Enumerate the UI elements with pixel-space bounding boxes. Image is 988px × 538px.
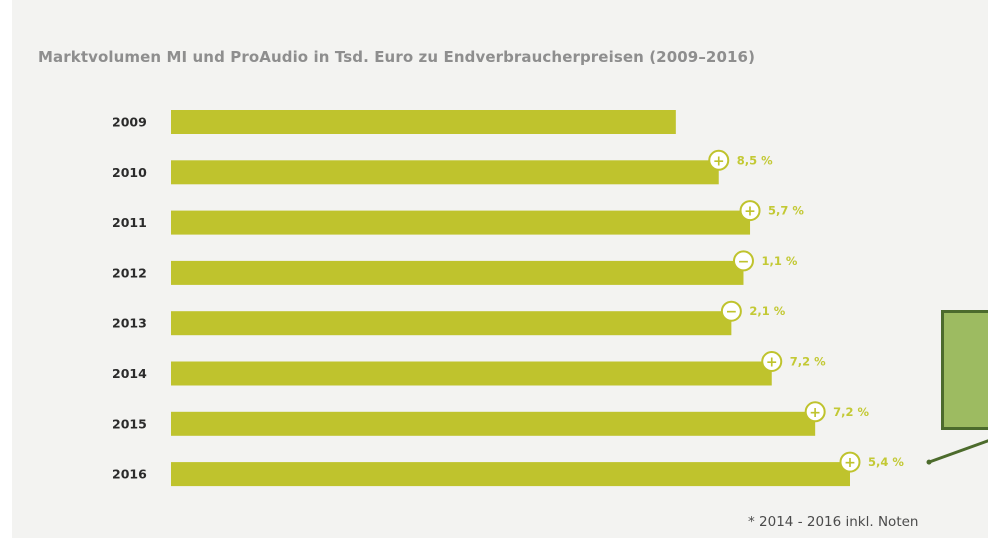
year-label-2014: 2014 [112,366,147,381]
change-label-2012: 1,1 % [761,254,797,268]
change-badge-2013 [720,300,742,322]
change-badge-2015 [804,401,826,423]
bar-2016 [171,462,850,487]
change-badge-2016 [839,451,861,473]
bar-2015 [171,411,816,436]
change-sign-2014: + [766,355,778,371]
change-label-2010: 8,5 % [737,153,773,167]
year-label-2011: 2011 [112,215,147,230]
callout-pointer [928,439,988,464]
change-label-2014: 7,2 % [790,355,826,369]
change-label-2013: 2,1 % [749,304,785,318]
bar-2009 [171,110,676,134]
change-sign-2011: + [744,204,756,220]
year-label-2013: 2013 [112,316,147,331]
callout-box [941,310,988,430]
change-sign-2016: + [844,455,856,471]
year-label-2009: 2009 [112,115,147,130]
change-sign-2010: + [713,153,725,169]
change-label-2016: 5,4 % [868,455,904,469]
change-sign-2013: − [725,304,737,320]
change-label-2011: 5,7 % [768,204,804,218]
change-sign-2015: + [809,405,821,421]
bar-2010 [171,160,719,185]
year-label-2016: 2016 [112,467,147,482]
change-badge-2012 [732,250,754,272]
bar-2013 [171,311,732,336]
callout-pointer-dot [926,459,932,465]
year-label-2012: 2012 [112,265,147,280]
bar-2012 [171,260,744,285]
change-sign-2012: − [738,254,750,270]
change-badge-2010 [708,149,730,171]
change-label-2015: 7,2 % [833,405,869,419]
change-badge-2014 [761,351,783,372]
footnote: * 2014 - 2016 inkl. Noten [748,514,919,530]
change-badge-2011 [739,200,761,222]
bar-2011 [171,210,751,235]
chart-title: Marktvolumen MI und ProAudio in Tsd. Eur… [38,48,756,66]
year-label-2015: 2015 [112,416,147,431]
bar-2014 [171,361,772,386]
year-label-2010: 2010 [112,165,147,180]
